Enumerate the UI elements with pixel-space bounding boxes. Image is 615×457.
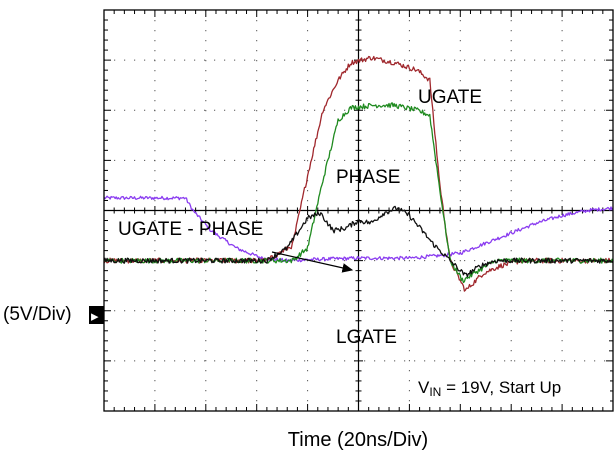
lgate-label: LGATE xyxy=(336,327,397,348)
y-axis-label: (5V/Div) xyxy=(3,304,72,325)
ugate-minus-phase-label: UGATE - PHASE xyxy=(118,219,263,240)
ground-marker-icon: ▸ xyxy=(91,307,99,325)
plot-frame xyxy=(103,9,614,412)
trace-lgate xyxy=(103,195,614,263)
condition-label: VIN = 19V, Start Up xyxy=(418,378,561,399)
graticule xyxy=(103,9,614,412)
x-axis-label: Time (20ns/Div) xyxy=(288,429,428,451)
condition-box xyxy=(414,369,610,402)
annotation-arrow xyxy=(271,251,354,273)
ugate-label: UGATE xyxy=(418,87,482,108)
trace-diff xyxy=(103,205,614,278)
ground-marker-box xyxy=(89,306,104,324)
traces xyxy=(103,55,614,292)
phase-label: PHASE xyxy=(336,167,400,188)
